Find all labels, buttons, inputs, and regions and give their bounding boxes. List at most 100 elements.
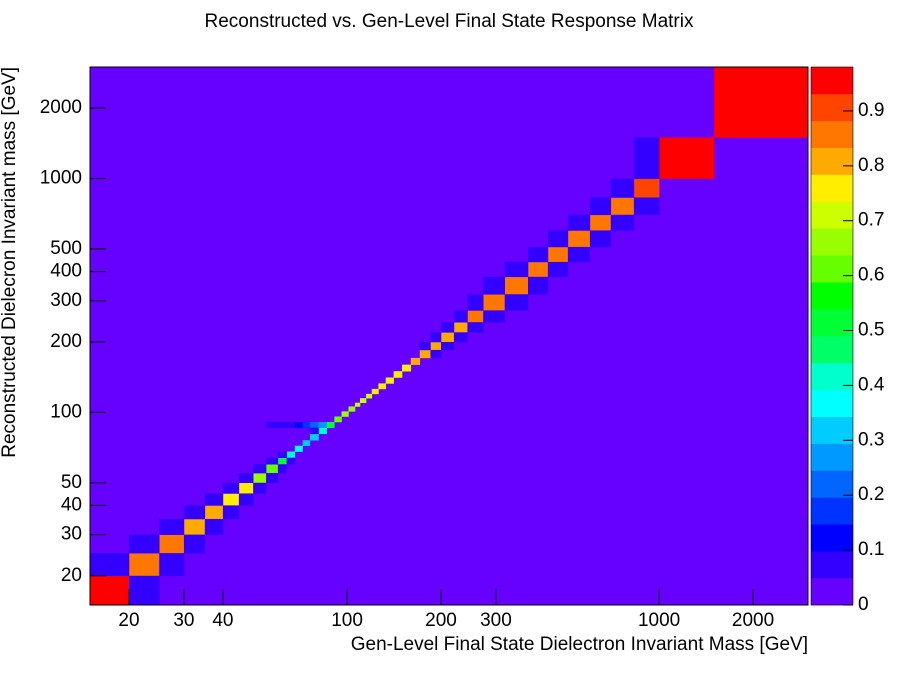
heatmap-cell	[567, 230, 591, 248]
colorbar-box	[811, 578, 853, 606]
heatmap-cell	[610, 214, 635, 231]
heatmap-cell	[547, 230, 569, 248]
heatmap-cell	[318, 421, 327, 428]
colorbar-box	[811, 147, 853, 175]
heatmap-cell	[183, 534, 206, 554]
heatmap-cell	[253, 482, 267, 494]
colorbar-box	[811, 336, 853, 364]
colorbar-box	[811, 416, 853, 444]
heatmap-cell	[589, 230, 612, 248]
x-tick-label: 100	[331, 610, 363, 631]
heatmap-cell	[528, 261, 549, 278]
colorbar-tick-label: 0.4	[858, 374, 885, 395]
heatmap-cell	[633, 137, 660, 179]
heatmap-cell	[286, 451, 296, 458]
heatmap-cell	[354, 402, 361, 407]
colorbar-box	[811, 551, 853, 579]
heatmap-cell	[483, 294, 506, 311]
y-tick-label: 50	[61, 472, 82, 493]
heatmap-cell	[238, 473, 254, 484]
heatmap-cell	[385, 377, 394, 384]
heatmap-cell	[419, 349, 431, 359]
heatmap-cell	[371, 388, 379, 395]
heatmap-cell	[430, 341, 442, 351]
x-tick-label: 20	[118, 610, 139, 631]
y-tick-label: 20	[61, 565, 82, 586]
colorbar-box	[811, 362, 853, 391]
colorbar-box	[811, 174, 853, 202]
heatmap-cell	[441, 322, 455, 333]
x-tick-label: 40	[212, 610, 233, 631]
heatmap-cell	[318, 427, 327, 435]
colorbar-box	[811, 389, 853, 417]
x-tick-label: 1000	[638, 610, 680, 631]
heatmap-cell	[467, 294, 484, 311]
y-tick-label: 300	[50, 290, 82, 311]
heatmap-cell	[633, 197, 660, 216]
heatmap-cell	[589, 214, 612, 231]
heatmap-cell	[547, 246, 569, 263]
chart-title: Reconstructed vs. Gen-Level Final State …	[205, 11, 694, 32]
heatmap-cell	[430, 332, 442, 343]
heatmap-cell	[286, 421, 296, 428]
heatmap-cell	[453, 310, 468, 323]
heatmap-cell	[393, 371, 403, 378]
heatmap-cell	[547, 261, 569, 278]
heatmap-cell	[504, 294, 529, 311]
heatmap-cell	[378, 383, 387, 390]
colorbar-box	[811, 282, 853, 310]
y-tick-label: 400	[50, 261, 82, 282]
colorbar-tick-label: 0.5	[858, 320, 884, 341]
heatmap-cell	[366, 393, 373, 399]
heatmap-cell	[309, 433, 319, 441]
colorbar-box	[811, 443, 853, 471]
heatmap-cell	[277, 457, 287, 465]
colorbar-box	[811, 255, 853, 283]
heatmap-cell	[266, 464, 279, 474]
y-axis-label: Reconstructed Dielecron Invariant mass […	[0, 67, 20, 458]
heatmap-cell	[128, 534, 160, 554]
heatmap-cell	[266, 421, 279, 428]
heatmap-cell	[528, 246, 549, 263]
heatmap-cell	[453, 332, 468, 343]
heatmap-cell	[128, 575, 160, 606]
frame	[89, 66, 809, 606]
heatmap-cell	[334, 416, 342, 423]
colorbar-tick-label: 0.7	[858, 210, 884, 231]
heatmap-cell	[183, 505, 206, 520]
x-tick-label: 300	[480, 610, 512, 631]
heatmap-cell	[483, 276, 506, 295]
heatmap-cell	[222, 505, 240, 520]
heatmap-cell	[441, 341, 455, 351]
heatmap-cell	[402, 364, 412, 372]
heatmap-cell	[294, 421, 303, 428]
heatmap-cell	[294, 445, 303, 452]
colorbar-box	[811, 524, 853, 552]
colorbar-box	[811, 201, 853, 229]
y-tick-label: 200	[50, 331, 82, 352]
heatmap-cell	[238, 493, 254, 506]
heatmap-cell	[266, 457, 279, 465]
heatmap-cell	[222, 482, 240, 494]
heatmap-cell	[266, 473, 279, 484]
heatmap-cell	[326, 421, 335, 428]
heatmap-cell	[467, 310, 484, 323]
colorbar-box	[811, 228, 853, 256]
colorbar-box	[811, 67, 853, 95]
heatmap-cell	[277, 451, 287, 458]
y-tick-label: 1000	[40, 168, 82, 189]
heatmap-cell	[633, 178, 660, 198]
heatmap-cell	[567, 246, 591, 263]
y-tick-label: 30	[61, 524, 82, 545]
colorbar-box	[811, 93, 853, 122]
heatmap-cell	[253, 473, 267, 484]
y-tick-label: 500	[50, 238, 82, 259]
heatmap-cell	[659, 137, 715, 179]
heatmap-cell	[277, 421, 287, 428]
heatmap-cell	[419, 341, 431, 351]
heatmap-cell	[441, 332, 455, 343]
x-tick-label: 30	[173, 610, 194, 631]
heatmap-cell	[430, 349, 442, 359]
colorbar-frame	[810, 66, 854, 606]
